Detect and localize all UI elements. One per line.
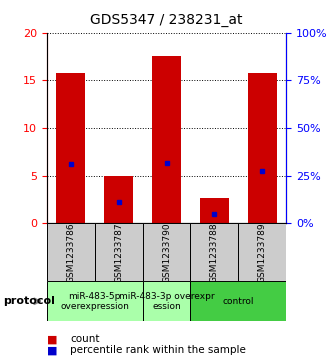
Bar: [47, 223, 95, 281]
Text: GSM1233790: GSM1233790: [162, 222, 171, 283]
Bar: [143, 281, 190, 321]
Bar: [152, 57, 181, 223]
Bar: [200, 197, 229, 223]
Text: control: control: [223, 297, 254, 306]
Text: GSM1233789: GSM1233789: [258, 222, 267, 283]
Text: miR-483-5p
overexpression: miR-483-5p overexpression: [60, 291, 129, 311]
Bar: [190, 281, 286, 321]
Bar: [238, 223, 286, 281]
Text: ■: ■: [47, 334, 57, 344]
Text: GSM1233788: GSM1233788: [210, 222, 219, 283]
Bar: [248, 73, 277, 223]
Bar: [56, 73, 85, 223]
Bar: [95, 223, 143, 281]
Text: count: count: [70, 334, 100, 344]
Bar: [143, 223, 190, 281]
Text: miR-483-3p overexpr
ession: miR-483-3p overexpr ession: [119, 291, 214, 311]
Bar: [104, 176, 133, 223]
Text: GDS5347 / 238231_at: GDS5347 / 238231_at: [90, 13, 243, 27]
Text: GSM1233786: GSM1233786: [66, 222, 75, 283]
Bar: [190, 223, 238, 281]
Text: ■: ■: [47, 345, 57, 355]
Text: GSM1233787: GSM1233787: [114, 222, 123, 283]
Text: percentile rank within the sample: percentile rank within the sample: [70, 345, 246, 355]
Text: protocol: protocol: [3, 296, 55, 306]
Bar: [47, 281, 143, 321]
